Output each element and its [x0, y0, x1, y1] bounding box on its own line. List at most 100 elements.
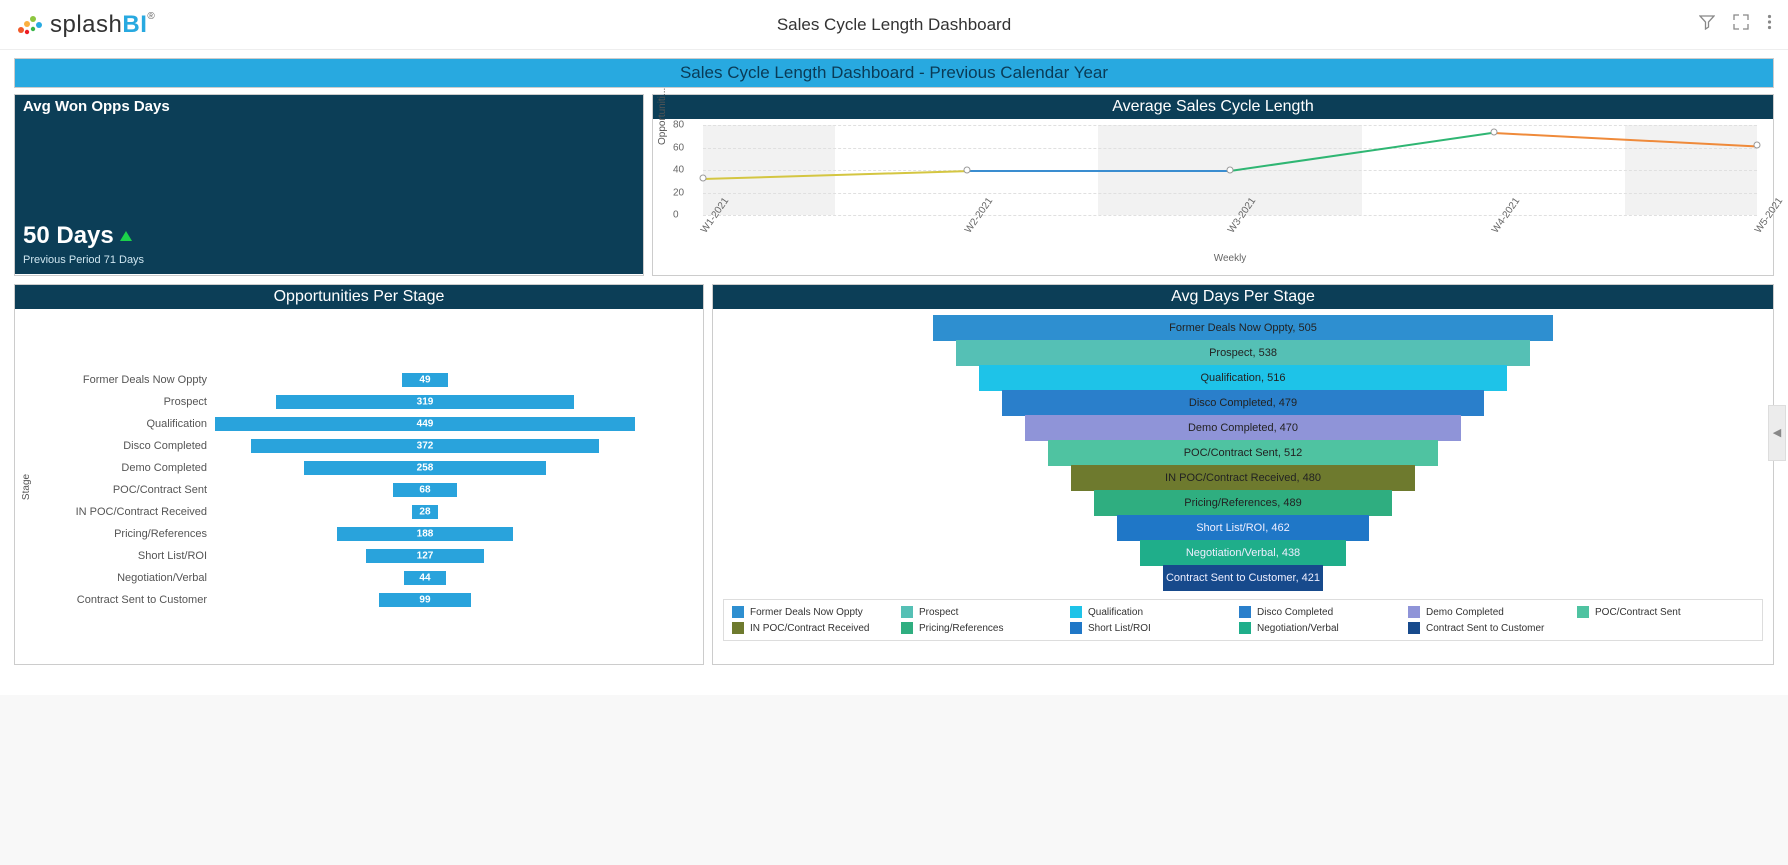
legend-item[interactable]: Contract Sent to Customer	[1408, 622, 1553, 634]
funnel-slab[interactable]: Qualification, 516	[979, 365, 1507, 391]
legend-swatch-icon	[1239, 606, 1251, 618]
bar-body[interactable]: Stage Former Deals Now Oppty49Prospect31…	[15, 309, 703, 664]
bar-label: Pricing/References	[45, 528, 215, 540]
legend-swatch-icon	[1070, 622, 1082, 634]
bar-row[interactable]: POC/Contract Sent68	[45, 479, 683, 501]
line-y-label: Opportuniti...	[657, 88, 668, 145]
legend-item[interactable]: Former Deals Now Oppty	[732, 606, 877, 618]
funnel-slab[interactable]: Prospect, 538	[956, 340, 1530, 366]
bar-value: 319	[417, 397, 434, 408]
app-root: splashBI® Sales Cycle Length Dashboard S…	[0, 0, 1788, 695]
funnel-slab[interactable]: Demo Completed, 470	[1025, 415, 1461, 441]
y-tick: 0	[673, 210, 679, 221]
funnel-body[interactable]: Former Deals Now Oppty, 505Prospect, 538…	[713, 315, 1773, 595]
bar-y-label: Stage	[21, 473, 32, 499]
bar-row[interactable]: Contract Sent to Customer99	[45, 589, 683, 611]
funnel-header: Avg Days Per Stage	[713, 285, 1773, 309]
legend-item[interactable]: Demo Completed	[1408, 606, 1553, 618]
legend-label: Prospect	[919, 607, 958, 618]
funnel-slab[interactable]: Negotiation/Verbal, 438	[1140, 540, 1346, 566]
legend-item[interactable]: Qualification	[1070, 606, 1215, 618]
funnel-slab[interactable]: Contract Sent to Customer, 421	[1163, 565, 1323, 591]
topbar: splashBI® Sales Cycle Length Dashboard	[0, 0, 1788, 50]
legend-label: POC/Contract Sent	[1595, 607, 1681, 618]
legend-label: Qualification	[1088, 607, 1143, 618]
legend-label: IN POC/Contract Received	[750, 623, 870, 634]
bar-value: 127	[417, 551, 434, 562]
kpi-avg-won-days: Avg Won Opps Days 50 Days Previous Perio…	[14, 94, 644, 276]
top-actions	[1699, 14, 1772, 35]
bar-value: 99	[419, 595, 430, 606]
line-point[interactable]	[1490, 128, 1497, 135]
bar-value: 44	[419, 573, 430, 584]
y-tick: 80	[673, 120, 684, 131]
bar-row[interactable]: Disco Completed 372	[45, 435, 683, 457]
bar-fill[interactable]: 188	[337, 527, 513, 541]
bar-fill[interactable]: 49	[402, 373, 448, 387]
legend-item[interactable]: Negotiation/Verbal	[1239, 622, 1384, 634]
legend-item[interactable]: Short List/ROI	[1070, 622, 1215, 634]
line-point[interactable]	[963, 167, 970, 174]
funnel-slab[interactable]: Former Deals Now Oppty, 505	[933, 315, 1553, 341]
line-point[interactable]	[1227, 167, 1234, 174]
bar-row[interactable]: IN POC/Contract Received 28	[45, 501, 683, 523]
bar-fill[interactable]: 68	[393, 483, 457, 497]
line-point[interactable]	[1754, 142, 1761, 149]
legend-item[interactable]: Disco Completed	[1239, 606, 1384, 618]
bar-row[interactable]: Pricing/References 188	[45, 523, 683, 545]
line-body: Opportuniti... 020406080 Weekly W1-2021W…	[653, 119, 1773, 275]
bar-fill[interactable]: 28	[412, 505, 438, 519]
bar-row[interactable]: Prospect319	[45, 391, 683, 413]
bar-row[interactable]: Qualification449	[45, 413, 683, 435]
bar-fill[interactable]: 44	[404, 571, 445, 585]
line-x-labels: Weekly W1-2021W2-2021W3-2021W4-2021W5-20…	[703, 215, 1757, 265]
trend-up-icon	[120, 231, 132, 241]
legend-swatch-icon	[901, 606, 913, 618]
legend-item[interactable]: POC/Contract Sent	[1577, 606, 1722, 618]
legend-label: Disco Completed	[1257, 607, 1333, 618]
legend-item[interactable]: Prospect	[901, 606, 1046, 618]
line-header: Average Sales Cycle Length	[653, 95, 1773, 119]
bar-fill[interactable]: 258	[304, 461, 545, 475]
bar-label: Disco Completed	[45, 440, 215, 452]
legend-item[interactable]: Pricing/References	[901, 622, 1046, 634]
line-x-title: Weekly	[1214, 253, 1247, 264]
legend-swatch-icon	[732, 622, 744, 634]
funnel-slab[interactable]: Pricing/References, 489	[1094, 490, 1392, 516]
filter-icon[interactable]	[1699, 14, 1715, 35]
legend-label: Former Deals Now Oppty	[750, 607, 863, 618]
legend-label: Negotiation/Verbal	[1257, 623, 1339, 634]
panel-avg-sales-cycle-length: Average Sales Cycle Length Opportuniti..…	[652, 94, 1774, 276]
line-plot[interactable]: 020406080	[703, 125, 1757, 215]
legend-swatch-icon	[1408, 622, 1420, 634]
bar-row[interactable]: Former Deals Now Oppty49	[45, 369, 683, 391]
logo-text: splashBI®	[50, 11, 155, 39]
bar-fill[interactable]: 319	[276, 395, 574, 409]
bar-row[interactable]: Demo Completed258	[45, 457, 683, 479]
funnel-slab[interactable]: POC/Contract Sent, 512	[1048, 440, 1438, 466]
legend-item[interactable]: IN POC/Contract Received	[732, 622, 877, 634]
funnel-slab[interactable]: Disco Completed, 479	[1002, 390, 1484, 416]
bar-row[interactable]: Negotiation/Verbal44	[45, 567, 683, 589]
more-icon[interactable]	[1767, 14, 1772, 35]
funnel-slab[interactable]: IN POC/Contract Received, 480	[1071, 465, 1415, 491]
expand-icon[interactable]	[1733, 14, 1749, 35]
funnel-slab[interactable]: Short List/ROI, 462	[1117, 515, 1369, 541]
bar-row[interactable]: Short List/ROI127	[45, 545, 683, 567]
bar-fill[interactable]: 449	[215, 417, 635, 431]
side-pager[interactable]: ◀	[1768, 405, 1786, 461]
bar-label: IN POC/Contract Received	[45, 506, 215, 518]
legend-label: Contract Sent to Customer	[1426, 623, 1544, 634]
legend-label: Short List/ROI	[1088, 623, 1151, 634]
bar-fill[interactable]: 372	[251, 439, 599, 453]
legend-swatch-icon	[1070, 606, 1082, 618]
bar-label: Qualification	[45, 418, 215, 430]
kpi-previous: Previous Period 71 Days	[23, 254, 144, 266]
bar-value: 188	[417, 529, 434, 540]
line-point[interactable]	[700, 174, 707, 181]
bar-fill[interactable]: 99	[379, 593, 472, 607]
kpi-header: Avg Won Opps Days	[15, 95, 643, 118]
panel-avg-days-per-stage: Avg Days Per Stage Former Deals Now Oppt…	[712, 284, 1774, 665]
logo[interactable]: splashBI®	[16, 10, 155, 39]
bar-fill[interactable]: 127	[366, 549, 485, 563]
